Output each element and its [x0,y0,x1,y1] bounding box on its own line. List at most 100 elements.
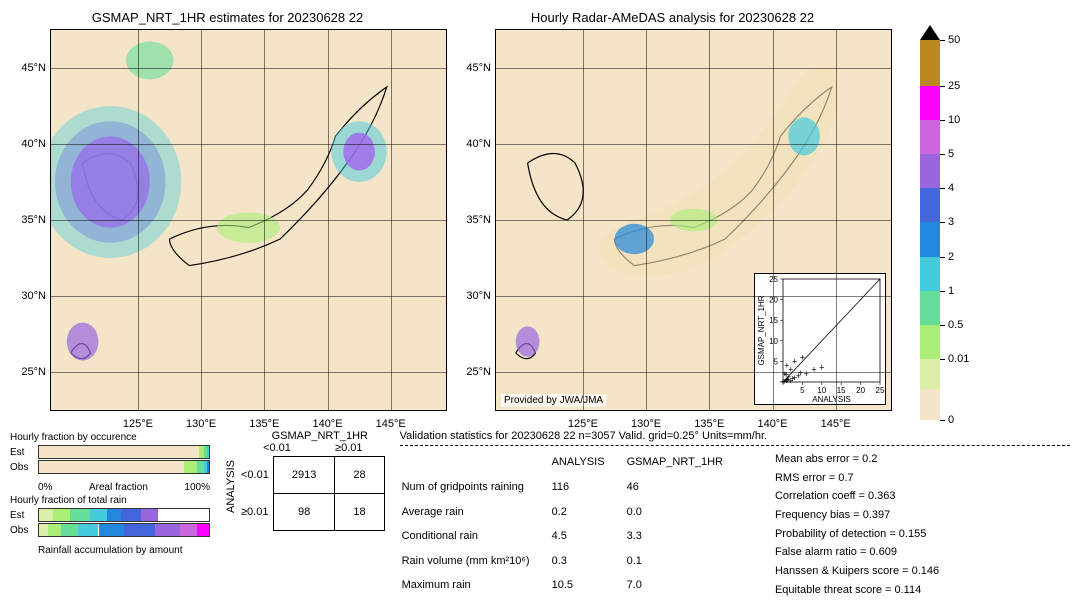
hbar-segment [184,461,198,473]
hbar-segment [39,524,48,536]
stats-cell: 3.3 [627,526,743,549]
hbar-segment [39,509,53,521]
svg-text:20: 20 [856,386,865,395]
hbar-row: Est [10,508,210,522]
hbar-label: Est [10,447,38,458]
stats-cell: 0.1 [627,550,743,573]
left-map-wrapper: GSMAP_NRT_1HR estimates for 20230628 22 [10,10,445,420]
score-row: Frequency bias = 0.397 [775,506,939,525]
lon-tick: 145°E [376,418,406,430]
right-map-title: Hourly Radar-AMeDAS analysis for 2023062… [455,10,890,25]
occ-xaxis-left: 0% [38,482,52,493]
hbar [38,460,210,474]
score-row: Mean abs error = 0.2 [775,450,939,469]
lon-tick: 125°E [568,418,598,430]
score-row: Equitable threat score = 0.114 [775,581,939,600]
svg-text:10: 10 [817,386,826,395]
lon-tick: 135°E [694,418,724,430]
score-row: Correlation coeff = 0.363 [775,487,939,506]
lon-tick: 130°E [186,418,216,430]
stats-cell: 0.0 [627,501,743,524]
totalrain-title: Hourly fraction of total rain [10,495,210,506]
lat-tick: 25°N [16,366,46,378]
colorbar-segment [920,154,940,188]
lat-tick: 35°N [16,214,46,226]
hbar-label: Est [10,510,38,521]
main-maps-row: GSMAP_NRT_1HR estimates for 20230628 22 [10,10,1070,420]
colorbar-tick: 3 [948,216,954,228]
svg-text:+: + [785,375,790,385]
stats-cell: 10.5 [552,575,625,598]
hbar-segment [155,524,181,536]
occ-xaxis-label: Areal fraction [89,482,148,493]
lat-tick: 45°N [16,62,46,74]
hbar-segment [61,524,78,536]
lon-tick: 140°E [312,418,342,430]
ct-cell: 98 [273,494,334,531]
hbar-segment [207,461,209,473]
occurrence-bars: EstObs [10,445,210,474]
stats-table: ANALYSIS GSMAP_NRT_1HR Num of gridpoints… [400,450,745,600]
totalrain-caption: Rainfall accumulation by amount [38,545,210,556]
ct-col0: <0.01 [263,442,291,454]
lon-tick: 135°E [249,418,279,430]
hbar-segment [70,509,90,521]
colorbar-tick: 2 [948,251,954,263]
colorbar-segment [920,291,940,325]
hbar-segment [99,524,125,536]
stats-panel: Validation statistics for 20230628 22 n=… [400,430,1070,600]
fraction-charts: Hourly fraction by occurence EstObs 0% A… [10,430,210,600]
totalrain-bars: Est Obs [10,508,210,537]
stats-th [402,452,550,475]
hbar [38,508,210,522]
stats-cell: 0.3 [552,550,625,573]
hbar [38,445,210,459]
hbar-segment [48,524,62,536]
colorbar-tick: 4 [948,182,954,194]
stats-cell: Num of gridpoints raining [402,477,550,500]
lon-tick: 145°E [821,418,851,430]
stats-th: ANALYSIS [552,452,625,475]
hbar-segment [39,461,184,473]
ct-cell: 18 [335,494,384,531]
svg-text:+: + [804,369,809,379]
colorbar-segment [920,40,940,86]
right-map-panel: 551010151520202525++++++++++++++++++++AN… [495,29,892,411]
score-row: Probability of detection = 0.155 [775,525,939,544]
hbar-segment [207,446,209,458]
provided-label: Provided by JWA/JMA [501,394,606,407]
svg-text:5: 5 [800,386,805,395]
lat-tick: 25°N [461,366,491,378]
hbar-label: Obs [10,525,38,536]
colorbar: 502510543210.50.010 [920,40,940,420]
occ-xaxis-right: 100% [184,482,210,493]
ct-col1: ≥0.01 [335,442,362,454]
svg-text:+: + [811,365,816,375]
svg-text:+: + [792,356,797,366]
ct-cell: 28 [335,457,384,494]
inset-scatter-plot: 551010151520202525++++++++++++++++++++AN… [754,273,886,405]
hbar-row: Obs [10,523,210,537]
svg-text:ANALYSIS: ANALYSIS [812,395,851,404]
bottom-section: Hourly fraction by occurence EstObs 0% A… [10,430,1070,600]
svg-text:10: 10 [769,337,778,346]
hbar-segment [197,461,204,473]
lat-tick: 30°N [16,290,46,302]
svg-text:15: 15 [769,316,778,325]
hbar [38,523,210,537]
lon-tick: 130°E [631,418,661,430]
hbar-segment [107,509,121,521]
colorbar-segment [920,188,940,222]
hbar-segment [180,524,197,536]
stats-cell: Average rain [402,501,550,524]
stats-cell: 46 [627,477,743,500]
hbar-row: Est [10,445,210,459]
hbar-segment [197,524,209,536]
colorbar-tick: 25 [948,80,960,92]
hbar-segment [141,509,158,521]
stats-cell: Maximum rain [402,575,550,598]
stats-cell: 116 [552,477,625,500]
colorbar-segment [920,120,940,154]
left-map-title: GSMAP_NRT_1HR estimates for 20230628 22 [10,10,445,25]
ct-row-header: ANALYSIS [225,460,237,513]
